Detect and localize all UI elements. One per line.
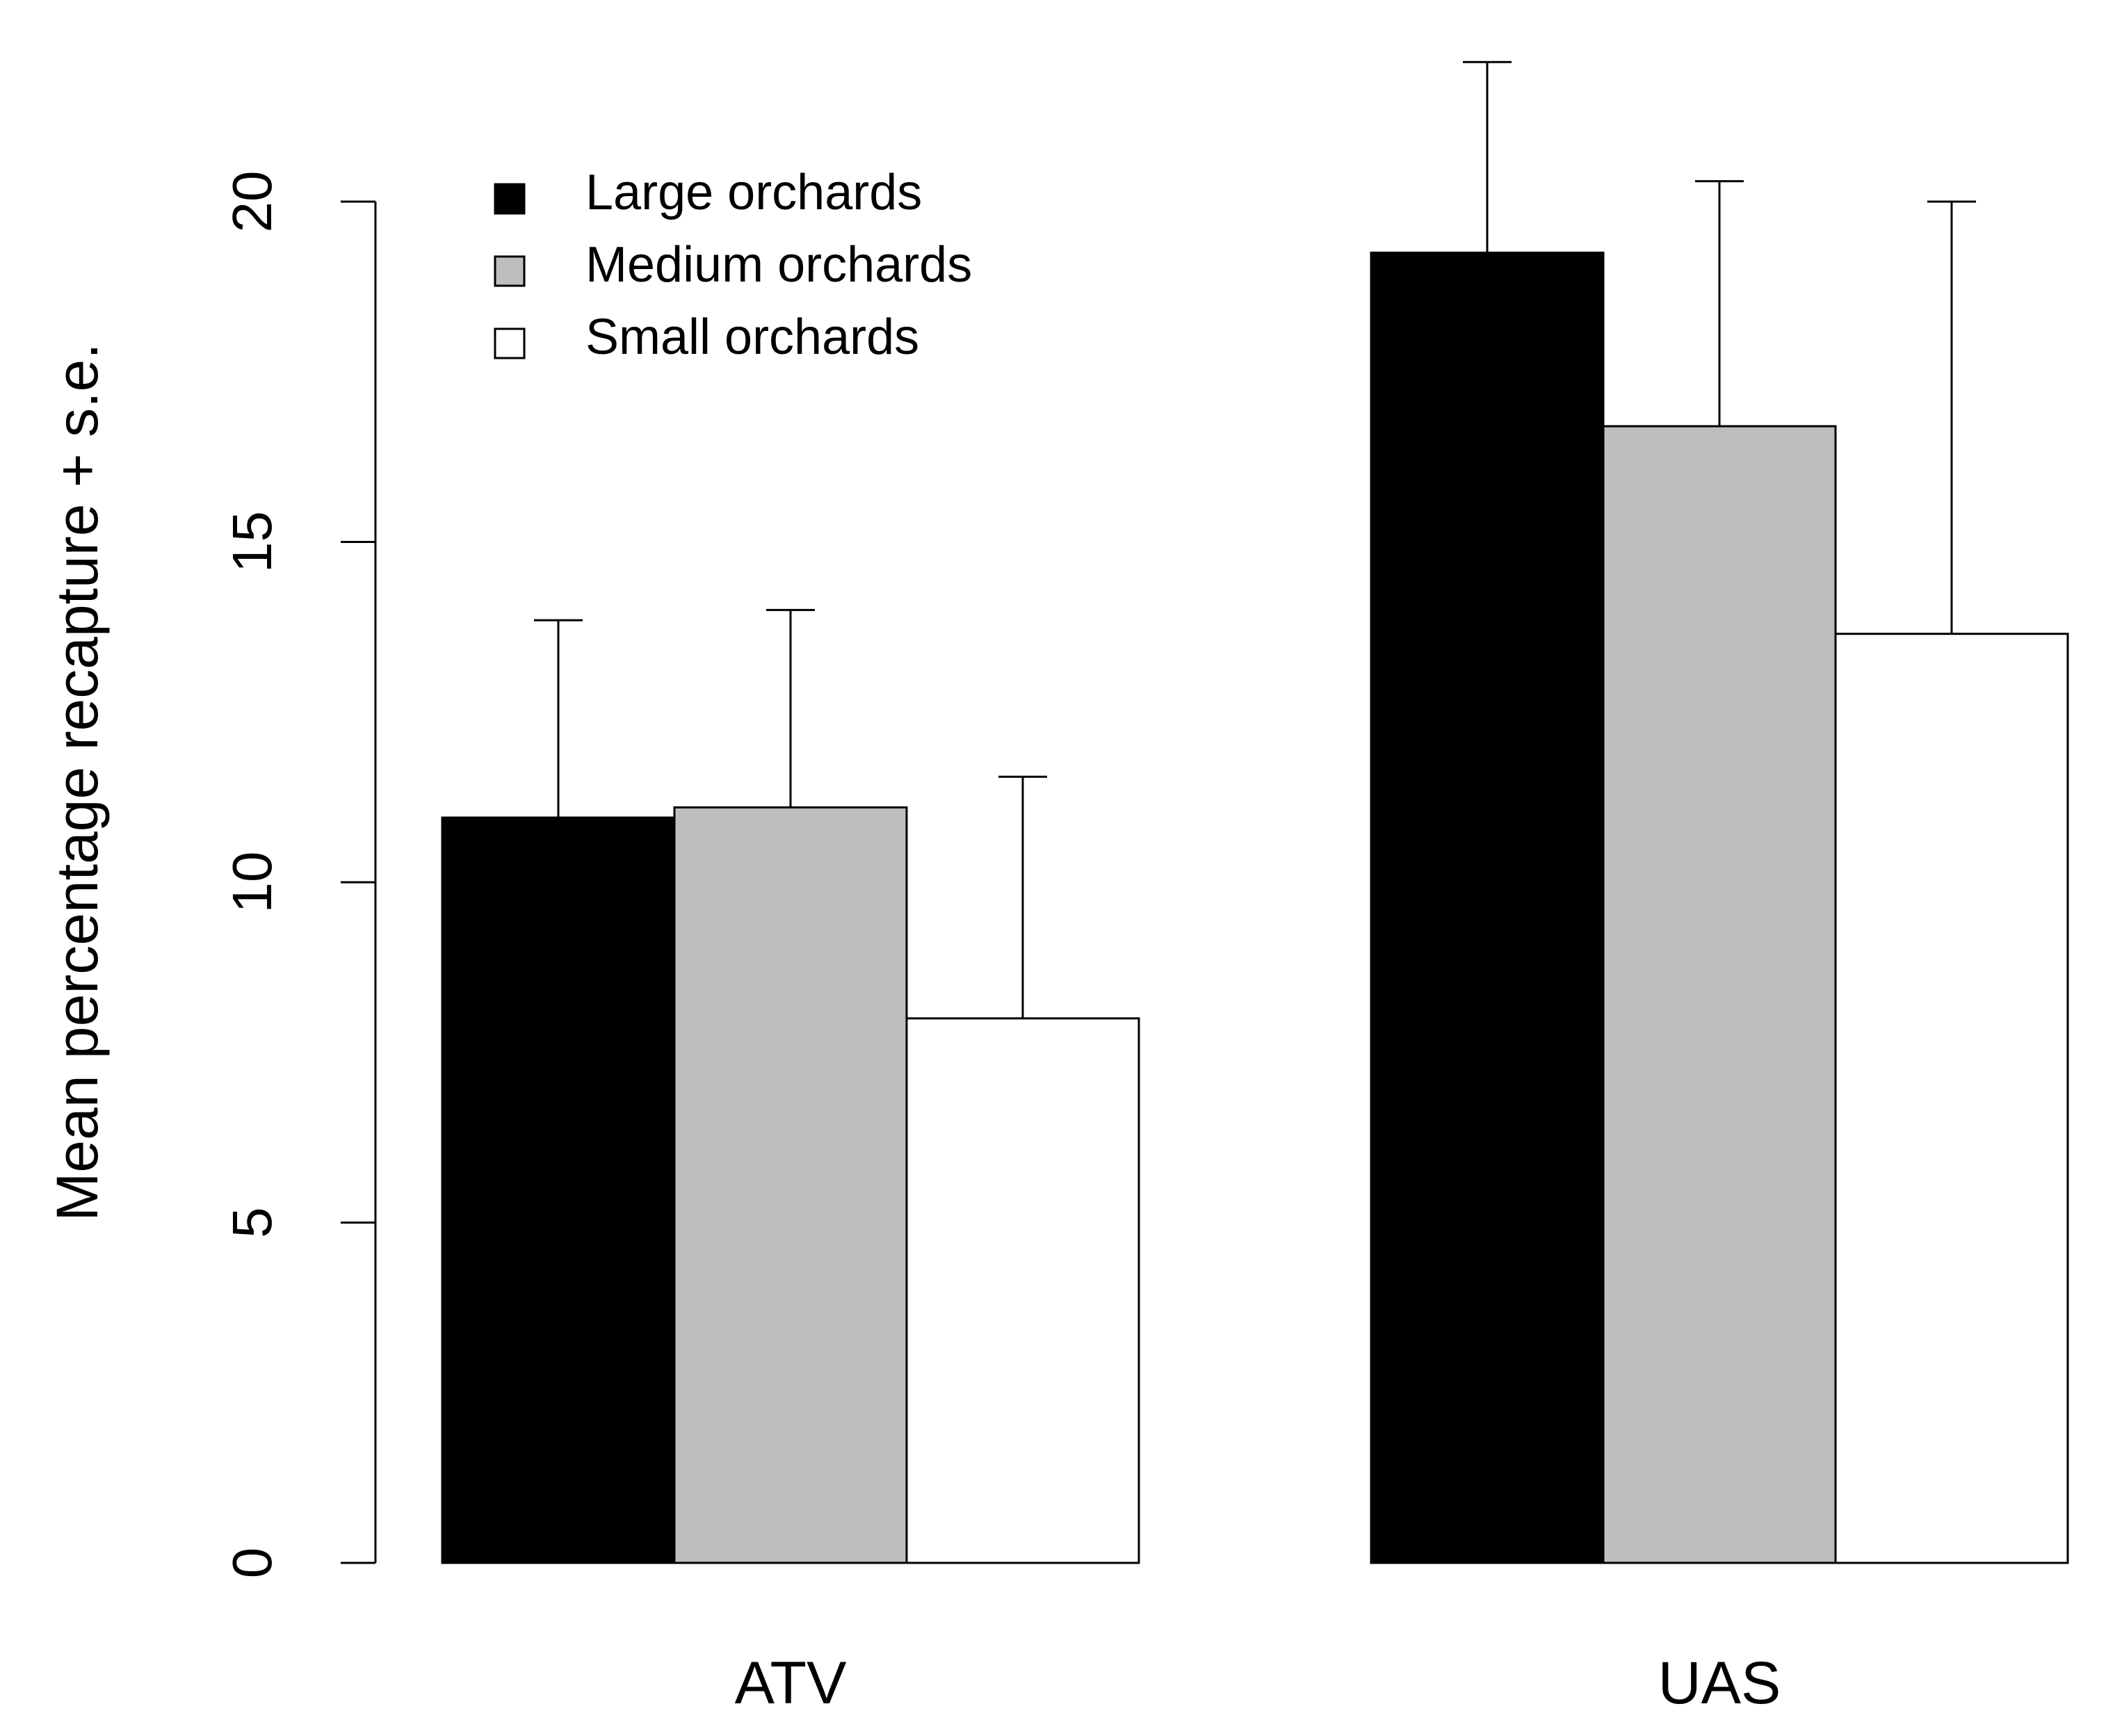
legend-swatch bbox=[494, 183, 526, 215]
y-tick-label: 10 bbox=[221, 852, 283, 914]
bar-uas-large-orchards bbox=[1370, 251, 1605, 1564]
legend-swatch bbox=[494, 327, 526, 359]
y-axis-title: Mean percentage recapture + s.e. bbox=[44, 343, 110, 1221]
x-category-label: UAS bbox=[1658, 1650, 1781, 1717]
bar-atv-medium-orchards bbox=[673, 806, 908, 1564]
bar-atv-small-orchards bbox=[905, 1017, 1140, 1564]
y-tick-label: 5 bbox=[221, 1207, 283, 1238]
legend-label: Medium orchards bbox=[585, 237, 972, 293]
y-tick-label: 20 bbox=[221, 171, 283, 233]
legend-label: Large orchards bbox=[585, 165, 922, 220]
error-bars-layer bbox=[534, 60, 1976, 1019]
y-axis: 0 5 10 15 20 bbox=[221, 171, 377, 1579]
bar-uas-medium-orchards bbox=[1602, 425, 1837, 1564]
y-tick-label: 0 bbox=[221, 1548, 283, 1579]
bar-atv-large-orchards bbox=[441, 816, 676, 1564]
legend: Large orchards Medium orchards Small orcha… bbox=[494, 165, 972, 365]
legend-swatch bbox=[494, 255, 526, 287]
bars-layer bbox=[441, 251, 2069, 1564]
x-category-labels: ATV UAS bbox=[735, 1650, 1781, 1717]
legend-label: Small orchards bbox=[585, 309, 919, 365]
x-category-label: ATV bbox=[735, 1650, 847, 1717]
y-tick-label: 15 bbox=[221, 511, 283, 573]
bar-uas-small-orchards bbox=[1834, 633, 2069, 1564]
